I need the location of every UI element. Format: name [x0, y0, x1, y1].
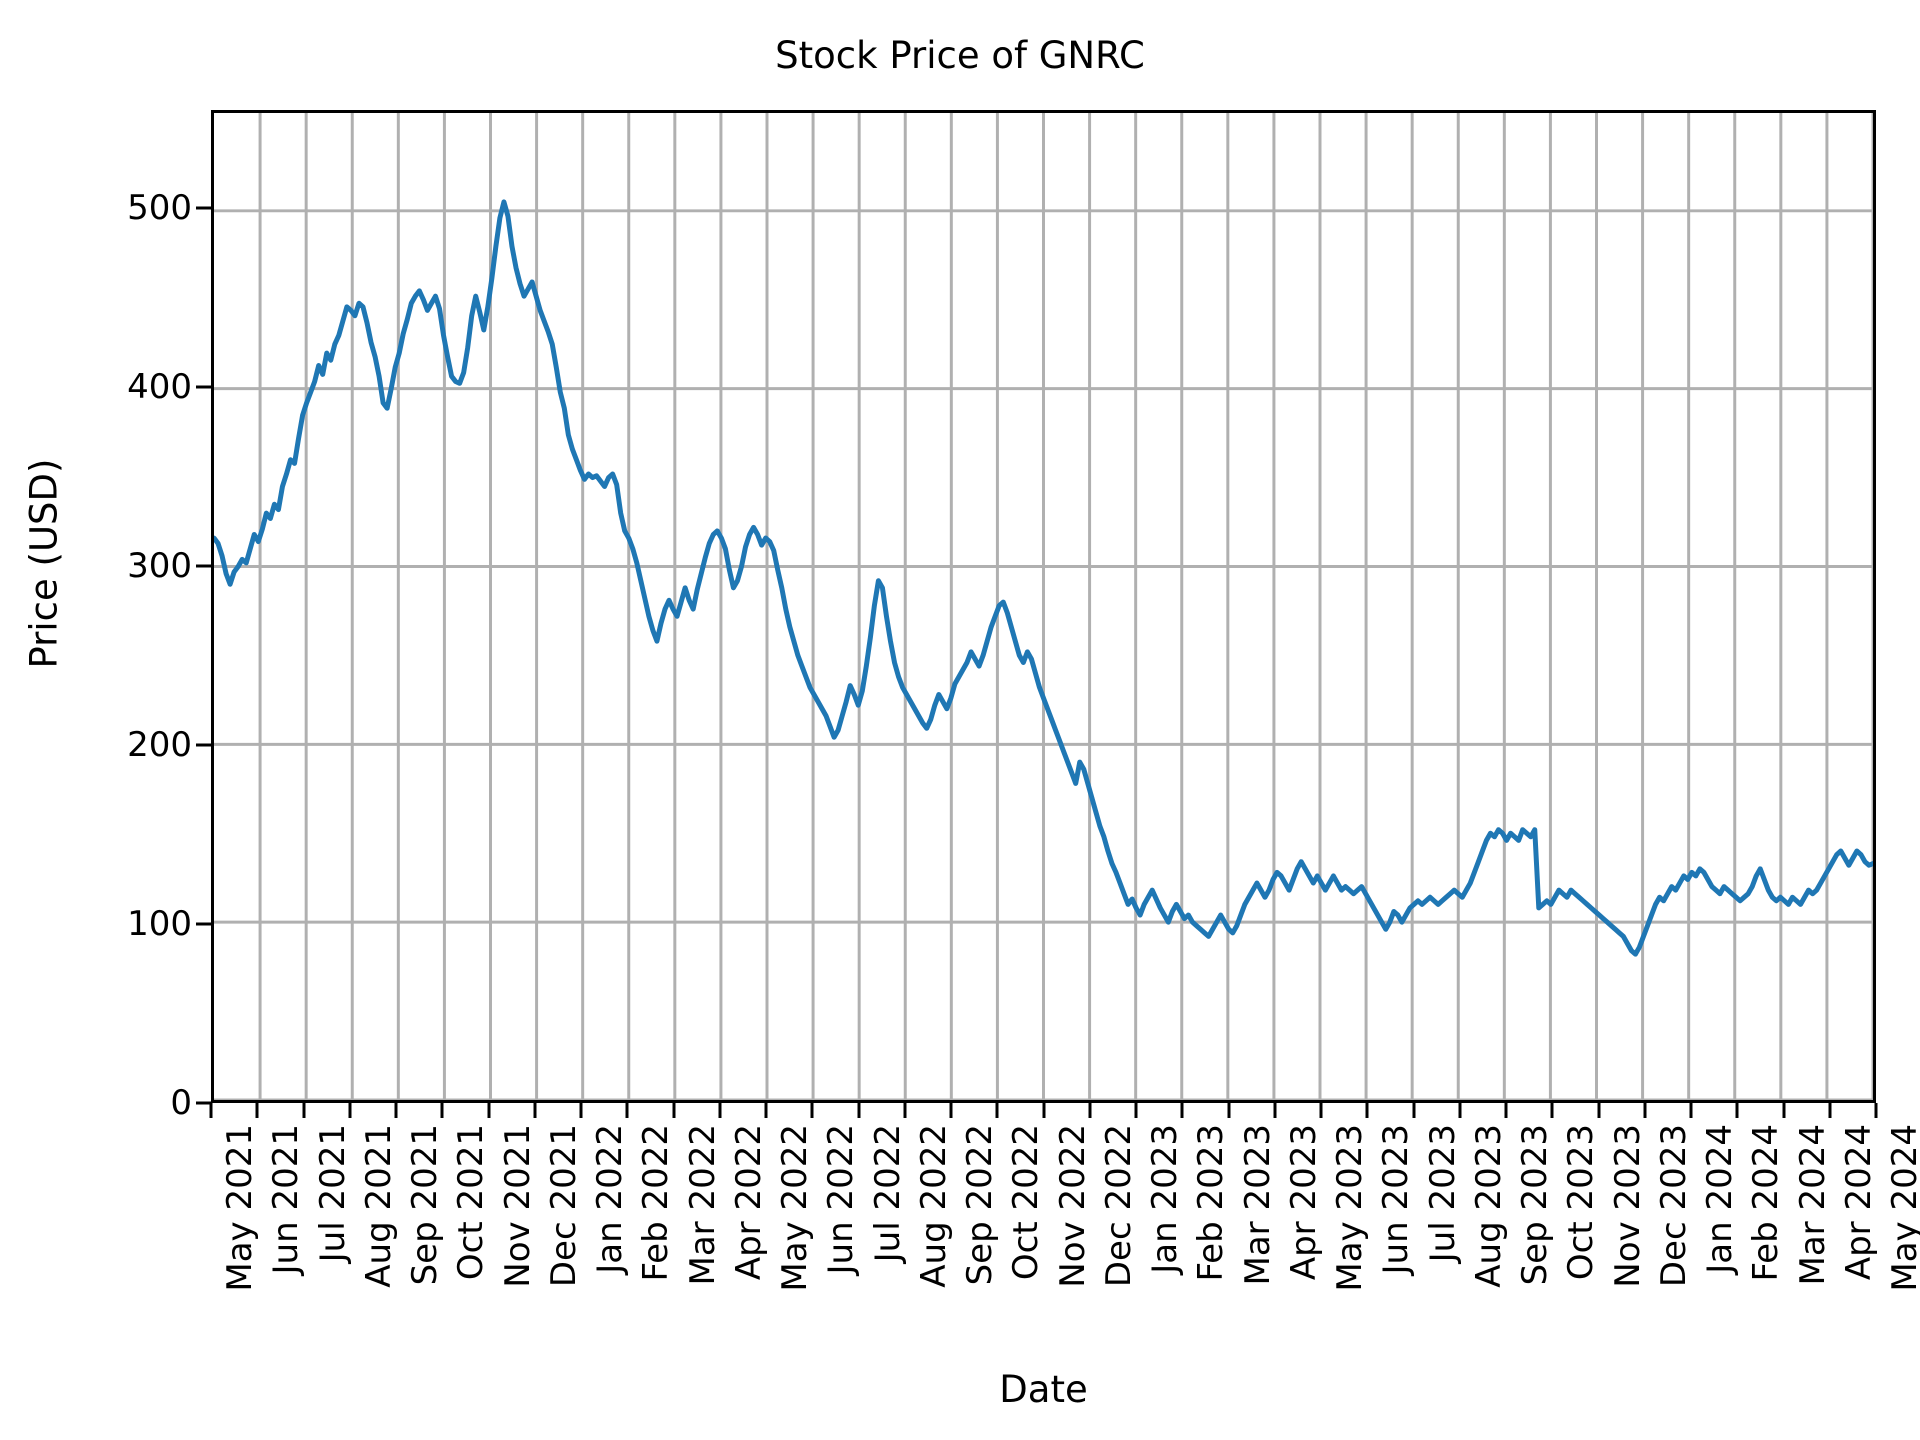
x-tick-mark [1458, 1103, 1462, 1118]
x-tick-mark [1689, 1103, 1693, 1118]
y-tick-label: 200 [127, 725, 192, 766]
x-tick-label: Nov 2022 [1052, 1124, 1093, 1288]
x-tick-mark [764, 1103, 768, 1118]
x-tick-label: May 2022 [775, 1124, 815, 1292]
x-tick-label: Dec 2021 [543, 1124, 584, 1288]
x-tick-mark [1227, 1103, 1230, 1118]
y-axis-tick-labels: 0 100 200 300 400 500 [60, 110, 192, 1120]
vertical-gridlines [258, 113, 1873, 1100]
y-tick-label: 500 [127, 188, 192, 229]
x-tick-mark [1874, 1103, 1878, 1118]
x-tick-mark [209, 1103, 213, 1118]
x-axis-tick-labels: May 2021 Jun 2021 Jul 2021 Aug 2021 Sep 2021… [211, 1124, 1920, 1364]
x-tick-label: Apr 2022 [728, 1124, 769, 1281]
x-tick-label: Apr 2023 [1283, 1124, 1324, 1281]
x-tick-label: Jul 2022 [867, 1124, 908, 1263]
x-tick-label: Apr 2024 [1838, 1124, 1879, 1281]
x-tick-label: Mar 2023 [1237, 1124, 1278, 1286]
x-tick-mark [1365, 1103, 1369, 1118]
x-tick-label: Sep 2022 [960, 1124, 1000, 1286]
x-tick-mark [1134, 1103, 1138, 1118]
x-tick-mark [487, 1103, 490, 1118]
x-tick-mark [1597, 1103, 1600, 1118]
y-tick-mark [196, 1101, 211, 1105]
x-tick-label: Feb 2023 [1191, 1124, 1232, 1282]
x-tick-mark [348, 1103, 352, 1118]
y-tick-mark [196, 743, 211, 747]
x-tick-mark [1643, 1103, 1647, 1118]
x-tick-mark [1504, 1103, 1508, 1118]
y-axis-tick-marks [0, 110, 211, 1105]
y-tick-label: 300 [127, 546, 192, 587]
y-tick-mark [196, 206, 211, 210]
y-tick-mark [196, 385, 211, 389]
x-tick-label: May 2021 [220, 1124, 260, 1292]
x-tick-mark [1412, 1103, 1415, 1118]
x-tick-mark [1088, 1103, 1092, 1118]
x-tick-label: Mar 2022 [682, 1124, 723, 1286]
x-tick-mark [255, 1103, 259, 1118]
plot-svg [214, 113, 1873, 1100]
y-tick-label: 100 [127, 904, 192, 945]
x-tick-mark [625, 1103, 629, 1118]
x-tick-mark [995, 1103, 999, 1118]
x-tick-label: Dec 2022 [1098, 1124, 1139, 1288]
x-tick-label: Feb 2024 [1746, 1124, 1787, 1282]
x-tick-mark [394, 1103, 398, 1118]
x-tick-label: Aug 2021 [358, 1124, 399, 1288]
x-tick-label: Oct 2023 [1561, 1124, 1602, 1281]
x-tick-label: Feb 2022 [636, 1124, 677, 1282]
x-tick-label: Jul 2021 [312, 1124, 353, 1263]
x-tick-label: Dec 2023 [1653, 1124, 1694, 1288]
x-tick-label: Nov 2023 [1607, 1124, 1648, 1288]
x-tick-label: Mar 2024 [1792, 1124, 1833, 1286]
x-axis-label: Date [999, 1368, 1088, 1411]
x-tick-mark [1550, 1103, 1554, 1118]
x-tick-label: Jun 2022 [821, 1124, 862, 1275]
x-tick-label: Jan 2023 [1145, 1124, 1185, 1274]
x-tick-mark [718, 1103, 722, 1118]
plot-area [211, 110, 1876, 1103]
x-tick-mark [1319, 1103, 1323, 1118]
x-tick-label: Aug 2023 [1468, 1124, 1509, 1288]
x-tick-mark [1735, 1103, 1739, 1118]
y-tick-label: 0 [170, 1083, 192, 1123]
x-tick-label: Nov 2021 [497, 1124, 538, 1288]
x-tick-mark [1782, 1103, 1785, 1118]
x-tick-mark [949, 1103, 953, 1118]
x-tick-mark [1828, 1103, 1832, 1118]
x-axis-tick-marks [209, 1103, 1878, 1119]
y-tick-label: 400 [127, 367, 192, 408]
x-tick-mark [302, 1103, 305, 1118]
x-tick-mark [1180, 1103, 1184, 1118]
x-tick-label: May 2023 [1330, 1124, 1370, 1292]
x-tick-label: Sep 2021 [405, 1124, 445, 1286]
x-tick-label: Jun 2021 [266, 1124, 307, 1275]
x-tick-mark [857, 1103, 860, 1118]
x-tick-mark [672, 1103, 675, 1118]
x-tick-label: May 2024 [1885, 1124, 1920, 1292]
x-tick-mark [579, 1103, 583, 1118]
x-tick-label: Jul 2023 [1422, 1124, 1463, 1263]
x-tick-mark [903, 1103, 907, 1118]
horizontal-gridlines [214, 209, 1873, 1100]
x-tick-mark [810, 1103, 814, 1118]
x-tick-label: Oct 2022 [1006, 1124, 1047, 1281]
x-tick-label: Aug 2022 [913, 1124, 954, 1288]
x-tick-mark [440, 1103, 444, 1118]
x-tick-mark [1273, 1103, 1277, 1118]
x-tick-mark [1042, 1103, 1045, 1118]
x-tick-label: Oct 2021 [451, 1124, 492, 1281]
chart-title: Stock Price of GNRC [775, 34, 1145, 77]
x-tick-label: Sep 2023 [1515, 1124, 1555, 1286]
x-tick-label: Jun 2023 [1376, 1124, 1417, 1275]
y-tick-mark [196, 564, 211, 568]
x-tick-mark [533, 1103, 537, 1118]
price-line-series [214, 199, 1873, 957]
y-tick-mark [196, 922, 211, 926]
x-tick-label: Jan 2024 [1700, 1124, 1740, 1274]
x-tick-label: Jan 2022 [590, 1124, 630, 1274]
